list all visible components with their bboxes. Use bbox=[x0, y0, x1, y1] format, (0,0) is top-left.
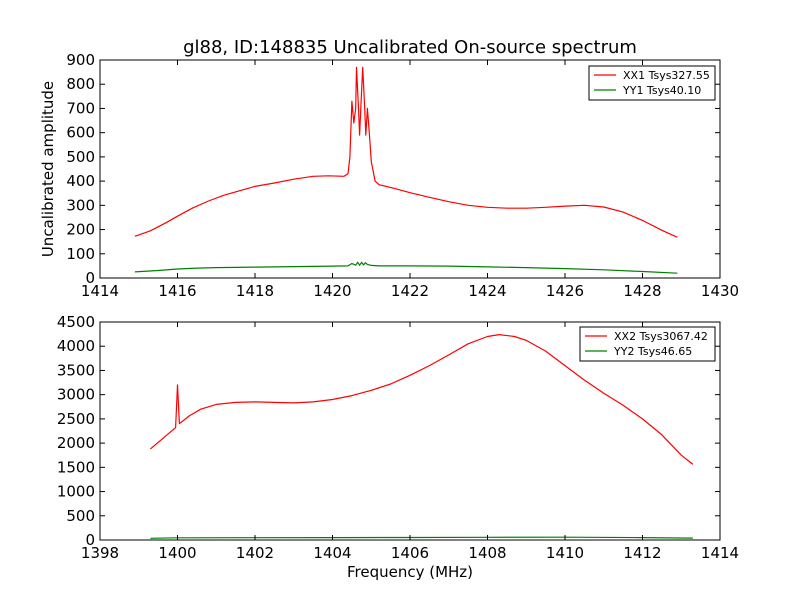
bottom-x-tick-label: 1408 bbox=[468, 544, 506, 562]
top-plot-area: 1414 1416 1418 1420 1422 1424 1426 1428 1430 0 100… bbox=[66, 51, 739, 300]
top-legend: XX1 Tsys327.55 YY1 Tsys40.10 bbox=[588, 65, 716, 101]
bottom-x-tick-label: 1398 bbox=[81, 544, 119, 562]
top-y-tick-label: 100 bbox=[66, 245, 95, 263]
bottom-legend-label-1: XX2 Tsys3067.42 bbox=[614, 330, 708, 343]
top-y-tick-label: 900 bbox=[66, 51, 95, 69]
bottom-x-tick-label: 1410 bbox=[546, 544, 584, 562]
top-x-tick-label: 1430 bbox=[701, 282, 739, 300]
top-x-tick-label: 1414 bbox=[81, 282, 119, 300]
bottom-legend-box bbox=[579, 326, 716, 362]
top-series-line-2 bbox=[134, 261, 678, 274]
bottom-x-tick-label: 1404 bbox=[313, 544, 351, 562]
top-y-tick-label: 700 bbox=[66, 99, 95, 117]
bottom-x-tick-label: 1402 bbox=[236, 544, 274, 562]
bottom-series-line-1 bbox=[150, 334, 694, 465]
bottom-plot-area: 1398 1400 1402 1404 1406 1408 1410 1412 1414 0 500… bbox=[57, 313, 739, 562]
top-x-tick-label: 1418 bbox=[236, 282, 274, 300]
bottom-x-tick-label: 1400 bbox=[158, 544, 196, 562]
top-legend-label-2: YY1 Tsys40.10 bbox=[622, 84, 701, 97]
top-x-tick-label: 1428 bbox=[623, 282, 661, 300]
bottom-x-tick-label: 1412 bbox=[623, 544, 661, 562]
top-chart-title: gl88, ID:148835 Uncalibrated On-source s… bbox=[183, 37, 637, 58]
top-y-tick-label: 300 bbox=[66, 196, 95, 214]
top-y-tick-label: 800 bbox=[66, 75, 95, 93]
top-x-tick-label: 1426 bbox=[546, 282, 584, 300]
bottom-y-tick-label: 4500 bbox=[57, 313, 95, 331]
top-y-tick-label: 200 bbox=[66, 221, 95, 239]
bottom-y-tick-label: 3000 bbox=[57, 386, 95, 404]
bottom-y-tick-label: 500 bbox=[66, 507, 95, 525]
top-legend-box bbox=[588, 65, 716, 101]
top-y-tick-label: 0 bbox=[85, 269, 95, 287]
bottom-y-tick-label: 2000 bbox=[57, 434, 95, 452]
bottom-x-tick-label: 1414 bbox=[701, 544, 739, 562]
bottom-x-axis-label: Frequency (MHz) bbox=[347, 563, 473, 581]
bottom-y-tick-label: 2500 bbox=[57, 410, 95, 428]
top-x-tick-label: 1422 bbox=[391, 282, 429, 300]
bottom-legend-label-2: YY2 Tsys46.65 bbox=[613, 345, 692, 358]
top-series-line-1 bbox=[134, 66, 678, 238]
top-x-tick-label: 1424 bbox=[468, 282, 506, 300]
bottom-x-tick-label: 1406 bbox=[391, 544, 429, 562]
bottom-legend: XX2 Tsys3067.42 YY2 Tsys46.65 bbox=[579, 326, 716, 362]
bottom-y-tick-label: 1000 bbox=[57, 483, 95, 501]
top-y-tick-label: 400 bbox=[66, 172, 95, 190]
top-x-tick-label: 1420 bbox=[313, 282, 351, 300]
bottom-y-tick-label: 4000 bbox=[57, 337, 95, 355]
top-y-tick-label: 600 bbox=[66, 124, 95, 142]
top-legend-label-1: XX1 Tsys327.55 bbox=[623, 69, 710, 82]
top-x-tick-label: 1416 bbox=[158, 282, 196, 300]
bottom-y-tick-label: 0 bbox=[85, 531, 95, 549]
bottom-subplot: Frequency (MHz) 1398 1400 1402 1404 1406 1408… bbox=[57, 313, 739, 581]
top-y-axis-label: Uncalibrated amplitude bbox=[39, 81, 57, 257]
top-y-tick-label: 500 bbox=[66, 148, 95, 166]
bottom-y-tick-label: 3500 bbox=[57, 361, 95, 379]
top-subplot: gl88, ID:148835 Uncalibrated On-source s… bbox=[39, 37, 739, 300]
bottom-y-tick-label: 1500 bbox=[57, 458, 95, 476]
